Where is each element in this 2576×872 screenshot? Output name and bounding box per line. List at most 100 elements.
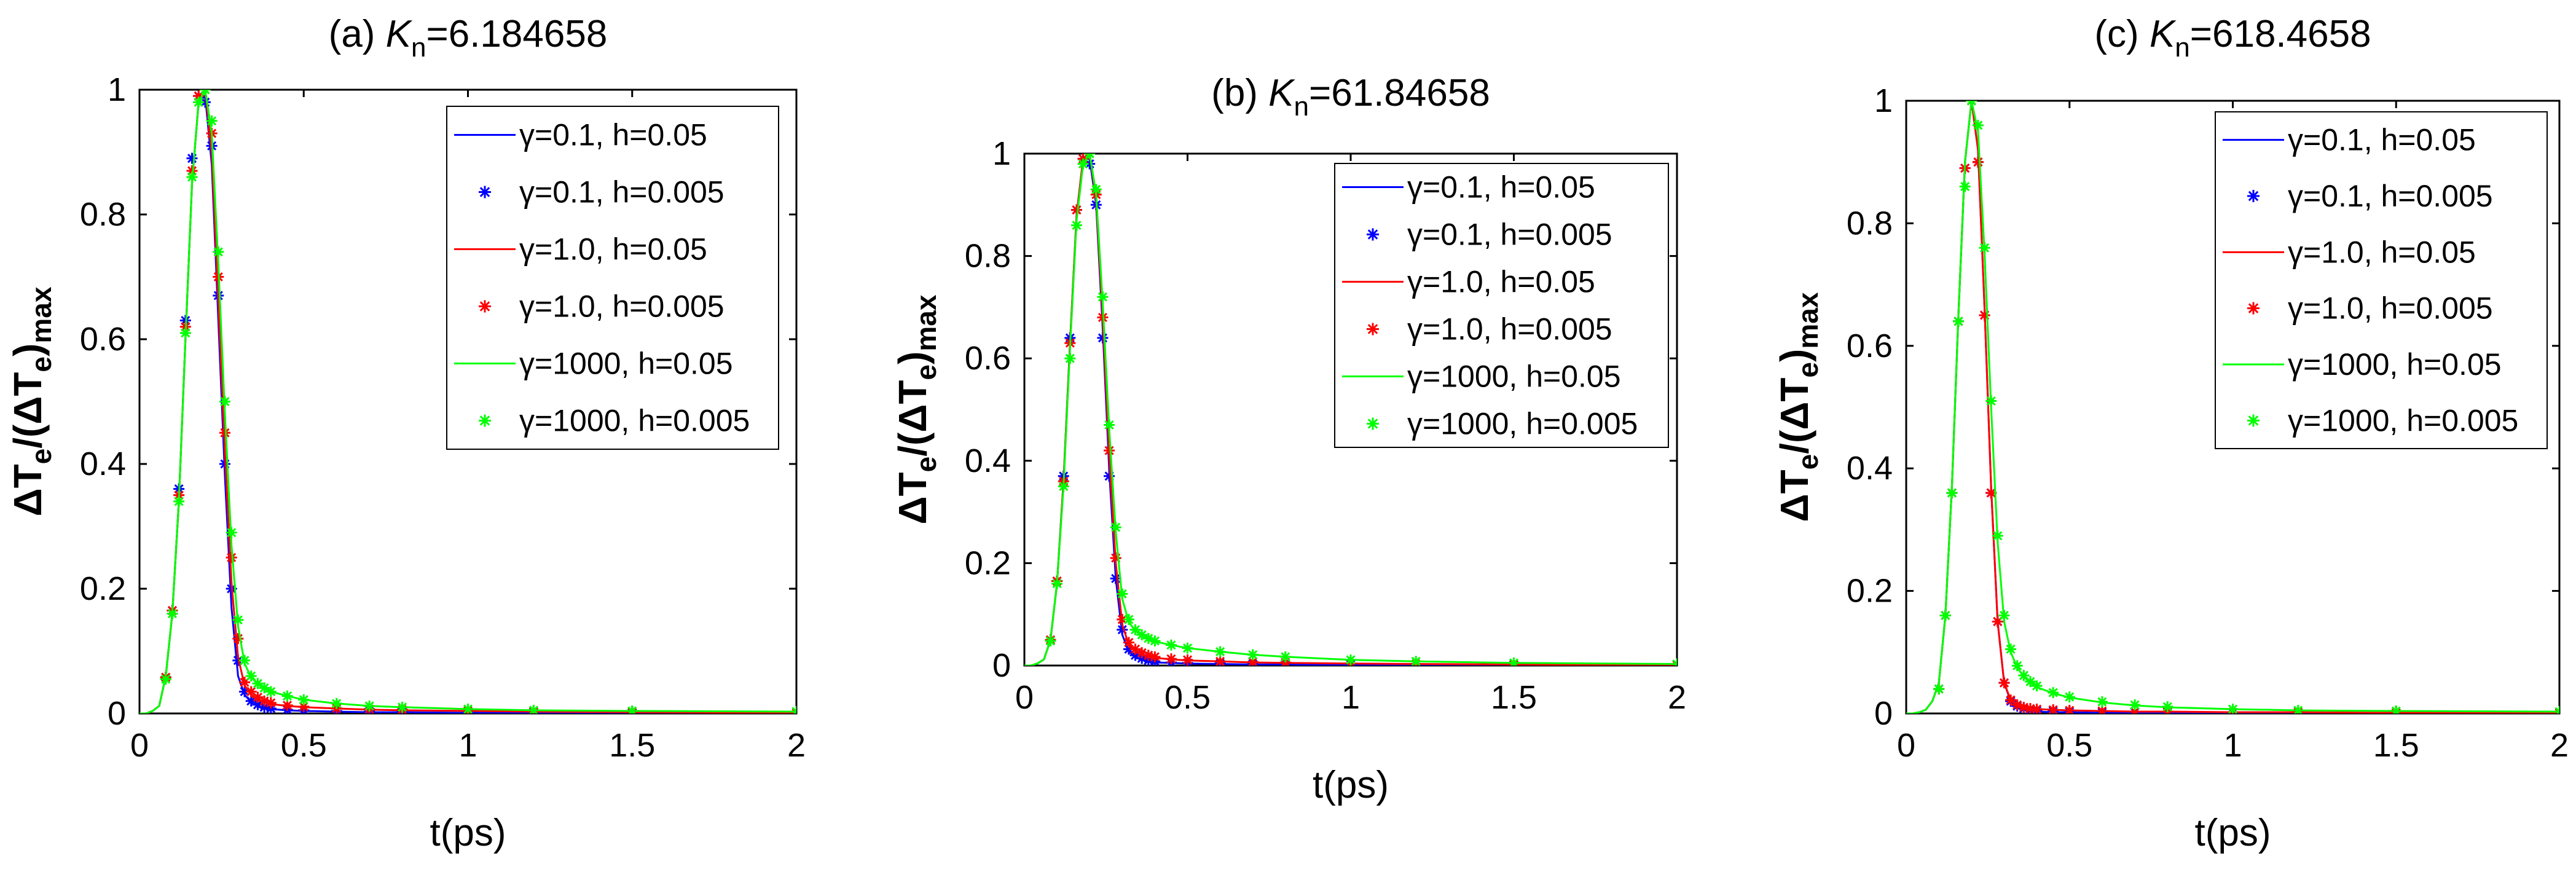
- data-point: [1279, 651, 1291, 662]
- x-tick-label: 1: [1341, 679, 1360, 716]
- y-label-delta: Δ: [6, 396, 50, 425]
- data-point: [1998, 677, 2010, 689]
- data-point: [1149, 651, 1161, 662]
- data-point: [1933, 683, 1945, 695]
- data-point: [1136, 647, 1148, 659]
- y-label-delta: Δ: [1772, 493, 1816, 522]
- y-label-delta: Δ: [6, 488, 50, 516]
- data-point: [2011, 699, 2023, 711]
- y-label-T: T: [1772, 378, 1816, 402]
- chart-panel-c: 0 0.5 1 1.5 2 0 0.2 0.4 0.6 0.8 1 γ=0.1, h=0.05 γ=0.…: [1772, 13, 2569, 854]
- data-point: [1247, 656, 1259, 666]
- legend-swatch-star: [1367, 323, 1379, 336]
- y-label-delta: Δ: [1772, 402, 1816, 430]
- data-point: [1953, 315, 1965, 327]
- data-point: [1972, 119, 1984, 131]
- data-point: [1129, 643, 1141, 655]
- y-axis-label: ΔTe/(ΔTe)max: [6, 286, 57, 516]
- x-axis-label: t(ps): [2195, 812, 2271, 854]
- legend-entry: γ=1.0, h=0.05: [1407, 265, 1595, 299]
- y-axis-label: ΔTe/(ΔTe)max: [890, 294, 942, 524]
- data-point: [1123, 637, 1134, 648]
- title-value: =618.4658: [2190, 13, 2371, 55]
- data-point: [1064, 353, 1076, 364]
- data-point: [2031, 704, 2043, 713]
- data-point: [1129, 624, 1141, 635]
- series-group: [1906, 101, 2559, 713]
- y-label-T: T: [6, 464, 50, 488]
- y-tick-label: 0.2: [80, 570, 126, 607]
- data-point: [206, 115, 218, 127]
- data-point: [2031, 680, 2043, 692]
- data-point: [219, 396, 230, 407]
- data-point: [226, 527, 237, 538]
- x-tick-label: 1.5: [1491, 679, 1537, 716]
- y-label-delta: Δ: [890, 496, 935, 524]
- data-point: [1279, 657, 1291, 666]
- data-point: [2162, 701, 2174, 713]
- data-point: [1946, 487, 1958, 499]
- x-tick-label: 0: [130, 727, 149, 764]
- chart-title: (a) Kn=6.184658: [329, 13, 608, 63]
- y-label-sub: e: [1792, 362, 1824, 378]
- data-point: [193, 96, 205, 108]
- legend-entry: γ=1000, h=0.005: [519, 404, 750, 438]
- data-point: [259, 682, 270, 694]
- y-label-sub-max: max: [1792, 292, 1824, 348]
- y-tick-label: 0.4: [965, 442, 1011, 479]
- data-point: [2129, 699, 2141, 711]
- legend-swatch-star: [2247, 414, 2260, 427]
- legend-box: [1334, 163, 1669, 448]
- legend-swatch-star: [479, 300, 491, 313]
- legend-entry: γ=1.0, h=0.005: [2288, 291, 2493, 326]
- legend-entry: γ=1000, h=0.005: [1407, 407, 1638, 441]
- y-label-T: T: [890, 380, 935, 404]
- legend-swatch-star: [479, 186, 491, 198]
- data-point: [252, 691, 264, 703]
- data-point: [2227, 704, 2239, 713]
- data-point: [1959, 181, 1971, 192]
- data-point: [2064, 705, 2075, 713]
- data-point: [226, 552, 237, 564]
- title-subscript: n: [2175, 33, 2189, 63]
- data-point: [1979, 242, 1990, 254]
- data-point: [528, 704, 540, 713]
- data-point: [1110, 573, 1121, 584]
- title-symbol: K: [386, 13, 413, 55]
- y-tick-label: 0: [992, 647, 1011, 684]
- title-value: =61.84658: [1309, 72, 1490, 114]
- legend-swatch-star: [1367, 228, 1379, 241]
- y-label-close: ): [890, 352, 935, 364]
- data-point: [245, 686, 257, 697]
- data-point: [1985, 395, 1997, 407]
- y-tick-label: 0.2: [965, 544, 1011, 581]
- data-point: [1345, 654, 1356, 666]
- data-point: [1084, 158, 1096, 170]
- legend-entry: γ=1.0, h=0.005: [1407, 312, 1612, 347]
- data-point: [2554, 706, 2559, 713]
- data-point: [1985, 487, 1997, 499]
- data-point: [1214, 646, 1226, 658]
- legend-entry: γ=1.0, h=0.005: [519, 289, 724, 324]
- data-point: [245, 695, 257, 707]
- title-subscript: n: [411, 33, 426, 63]
- data-point: [2096, 705, 2108, 713]
- title-subscript: n: [1294, 92, 1309, 122]
- data-point: [298, 701, 310, 712]
- data-point: [186, 165, 198, 176]
- data-point: [2048, 687, 2059, 699]
- data-point: [1966, 101, 1977, 106]
- data-point: [1939, 610, 1951, 621]
- legend-entry: γ=0.1, h=0.005: [519, 175, 724, 210]
- data-point: [1070, 204, 1082, 216]
- x-tick-label: 0.5: [2046, 727, 2092, 764]
- data-point: [173, 495, 185, 507]
- legend-swatch-star: [2247, 302, 2260, 315]
- y-label-sub: e: [25, 449, 57, 465]
- legend-entry: γ=0.1, h=0.005: [1407, 218, 1612, 252]
- data-point: [1117, 588, 1128, 600]
- y-label-T: T: [890, 472, 935, 496]
- data-point: [1123, 614, 1134, 626]
- y-label-mid: /(: [1772, 430, 1816, 454]
- data-point: [179, 327, 191, 339]
